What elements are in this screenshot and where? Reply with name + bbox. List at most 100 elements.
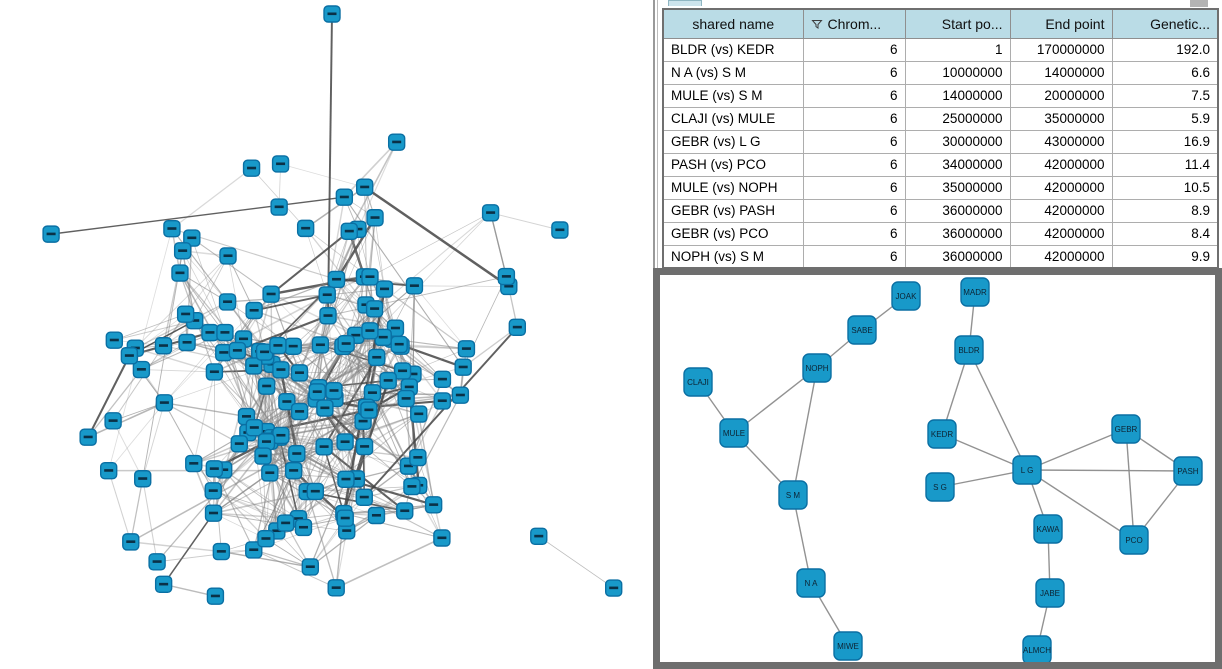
network-node[interactable]: [42, 225, 60, 243]
network-node[interactable]: [245, 301, 263, 320]
network-node[interactable]: [397, 389, 415, 408]
network-node[interactable]: [134, 470, 152, 488]
network-node[interactable]: [393, 362, 412, 380]
table-row[interactable]: BLDR (vs) KEDR 6 1 170000000 192.0: [662, 37, 1219, 62]
network-node[interactable]: [228, 341, 247, 360]
network-node[interactable]: [337, 470, 355, 488]
network-node[interactable]: [497, 267, 516, 286]
node-claji[interactable]: CLAJI: [683, 367, 713, 397]
subnetwork-edge-l-g-pco[interactable]: [1026, 469, 1135, 541]
network-node[interactable]: [183, 229, 201, 247]
network-node[interactable]: [336, 433, 354, 451]
main-network-canvas[interactable]: [0, 0, 650, 669]
network-node[interactable]: [387, 133, 406, 151]
subnetwork-canvas[interactable]: JOAK MADR SABE BLDR NOPH CLAJI KEDR GEBR MULE L G…: [660, 275, 1215, 662]
network-node[interactable]: [262, 285, 280, 303]
node-s-m[interactable]: S M: [778, 480, 808, 510]
network-node[interactable]: [230, 435, 249, 453]
network-node[interactable]: [254, 447, 272, 465]
network-node[interactable]: [605, 579, 623, 597]
network-node[interactable]: [257, 530, 275, 548]
network-node[interactable]: [433, 529, 451, 547]
node-pco[interactable]: PCO: [1119, 525, 1149, 555]
network-node[interactable]: [451, 386, 470, 404]
network-node[interactable]: [79, 428, 97, 446]
network-node[interactable]: [365, 300, 384, 318]
network-node[interactable]: [294, 518, 313, 537]
network-node[interactable]: [363, 384, 382, 402]
table-row[interactable]: GEBR (vs) PCO 6 36000000 42000000 8.4: [662, 221, 1219, 246]
table-row[interactable]: GEBR (vs) PASH 6 36000000 42000000 8.9: [662, 198, 1219, 223]
network-node[interactable]: [396, 502, 414, 520]
subnetwork-edge-bldr-l-g[interactable]: [968, 349, 1028, 471]
node-mule[interactable]: MULE: [719, 418, 749, 448]
network-node[interactable]: [120, 347, 139, 365]
network-node[interactable]: [315, 438, 333, 456]
network-node[interactable]: [278, 393, 296, 411]
table-row[interactable]: N A (vs) S M 6 10000000 14000000 6.6: [662, 60, 1219, 85]
node-s-g[interactable]: S G: [925, 472, 955, 502]
node-kedr[interactable]: KEDR: [927, 419, 957, 449]
network-node[interactable]: [204, 482, 222, 500]
node-kawa[interactable]: KAWA: [1033, 514, 1063, 544]
node-miwe[interactable]: MIWE: [833, 631, 863, 661]
network-node[interactable]: [270, 198, 288, 216]
network-node[interactable]: [327, 270, 346, 289]
network-node[interactable]: [104, 412, 122, 430]
table-row[interactable]: MULE (vs) S M 6 14000000 20000000 7.5: [662, 83, 1219, 108]
panel-splitter[interactable]: [653, 0, 658, 268]
node-almch[interactable]: ALMCH: [1022, 635, 1052, 662]
network-node[interactable]: [261, 464, 279, 482]
network-node[interactable]: [155, 394, 174, 412]
node-l-g[interactable]: L G: [1012, 455, 1042, 485]
network-node[interactable]: [361, 322, 379, 340]
network-node[interactable]: [361, 268, 379, 286]
network-node[interactable]: [481, 204, 500, 222]
network-node[interactable]: [390, 335, 408, 354]
network-node[interactable]: [355, 488, 373, 506]
network-node[interactable]: [99, 461, 118, 480]
network-node[interactable]: [327, 579, 345, 597]
network-node[interactable]: [205, 363, 224, 381]
network-node[interactable]: [323, 5, 341, 23]
network-node[interactable]: [218, 293, 237, 311]
network-node[interactable]: [367, 506, 386, 525]
network-node[interactable]: [375, 280, 394, 298]
network-node[interactable]: [201, 323, 219, 342]
column-header-end-point[interactable]: End point: [1009, 8, 1113, 39]
network-node[interactable]: [288, 445, 306, 463]
network-node[interactable]: [508, 318, 527, 337]
network-node[interactable]: [257, 433, 276, 451]
node-madr[interactable]: MADR: [960, 277, 990, 307]
network-node[interactable]: [457, 340, 476, 358]
table-row[interactable]: GEBR (vs) L G 6 30000000 43000000 16.9: [662, 129, 1219, 154]
network-node[interactable]: [360, 401, 378, 419]
network-node[interactable]: [308, 383, 326, 401]
network-node[interactable]: [176, 305, 195, 323]
filter-icon[interactable]: [810, 18, 823, 30]
subnetwork-edge-noph-s-m[interactable]: [792, 367, 818, 496]
network-node[interactable]: [284, 337, 302, 356]
network-node[interactable]: [245, 418, 264, 437]
network-node[interactable]: [424, 496, 443, 514]
node-n-a[interactable]: N A: [796, 568, 826, 598]
network-node[interactable]: [337, 335, 355, 353]
network-node[interactable]: [319, 307, 337, 325]
table-row[interactable]: MULE (vs) NOPH 6 35000000 42000000 10.5: [662, 175, 1219, 200]
network-node[interactable]: [530, 527, 548, 546]
network-node[interactable]: [325, 382, 343, 400]
node-joak[interactable]: JOAK: [891, 281, 921, 311]
node-pash[interactable]: PASH: [1173, 456, 1203, 486]
column-header-genetic[interactable]: Genetic...: [1111, 8, 1219, 39]
network-node[interactable]: [173, 242, 192, 260]
network-node[interactable]: [148, 553, 166, 571]
node-sabe[interactable]: SABE: [847, 315, 877, 345]
column-header-start-po[interactable]: Start po...: [904, 8, 1011, 39]
node-gebr[interactable]: GEBR: [1111, 414, 1141, 444]
node-noph[interactable]: NOPH: [802, 353, 832, 383]
network-node[interactable]: [340, 222, 358, 240]
subnetwork-edge-gebr-pco[interactable]: [1125, 428, 1135, 541]
table-row[interactable]: NOPH (vs) S M 6 36000000 42000000 9.9: [662, 244, 1219, 269]
network-node[interactable]: [290, 364, 309, 382]
network-node[interactable]: [269, 336, 287, 355]
